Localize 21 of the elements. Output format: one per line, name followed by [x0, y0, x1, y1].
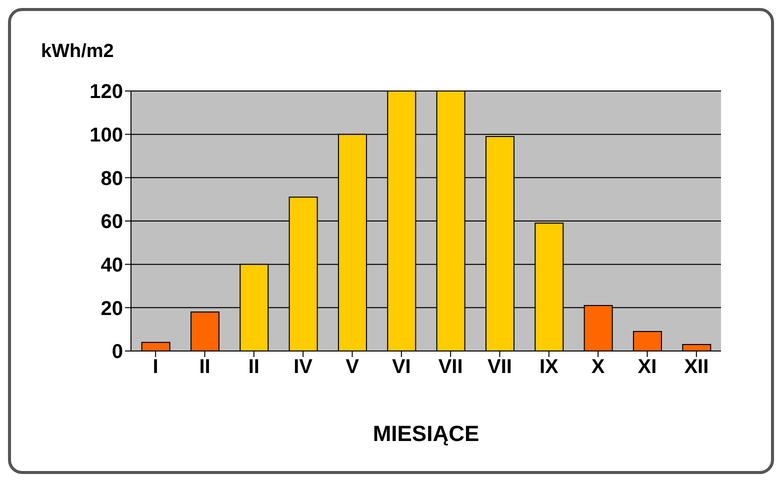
y-tick-label: 60: [100, 211, 123, 234]
x-tick-label: XI: [638, 356, 657, 378]
y-tick-label: 80: [100, 168, 123, 190]
x-tick-label: XII: [684, 356, 709, 378]
y-tick-label: 20: [100, 298, 123, 320]
x-axis-title: MIESIĄCE: [372, 421, 480, 447]
x-tick-label: V: [346, 356, 360, 378]
x-tick-label: II: [199, 356, 210, 378]
x-tick-label: X: [591, 356, 606, 378]
y-tick-label: 100: [90, 124, 123, 146]
x-tick-label: IV: [294, 356, 314, 378]
x-tick-label: VI: [392, 356, 411, 378]
y-tick-label: 0: [112, 341, 123, 364]
y-axis-title: kWh/m2: [41, 41, 114, 63]
x-tick-label: IX: [539, 356, 560, 378]
x-tick-label: VII: [438, 356, 463, 378]
y-tick-label: 40: [100, 254, 123, 276]
y-tick-label: 120: [90, 81, 123, 104]
x-tick-label: VII: [488, 356, 512, 378]
x-tick-label: II: [248, 356, 260, 378]
x-tick-label: I: [152, 356, 158, 378]
